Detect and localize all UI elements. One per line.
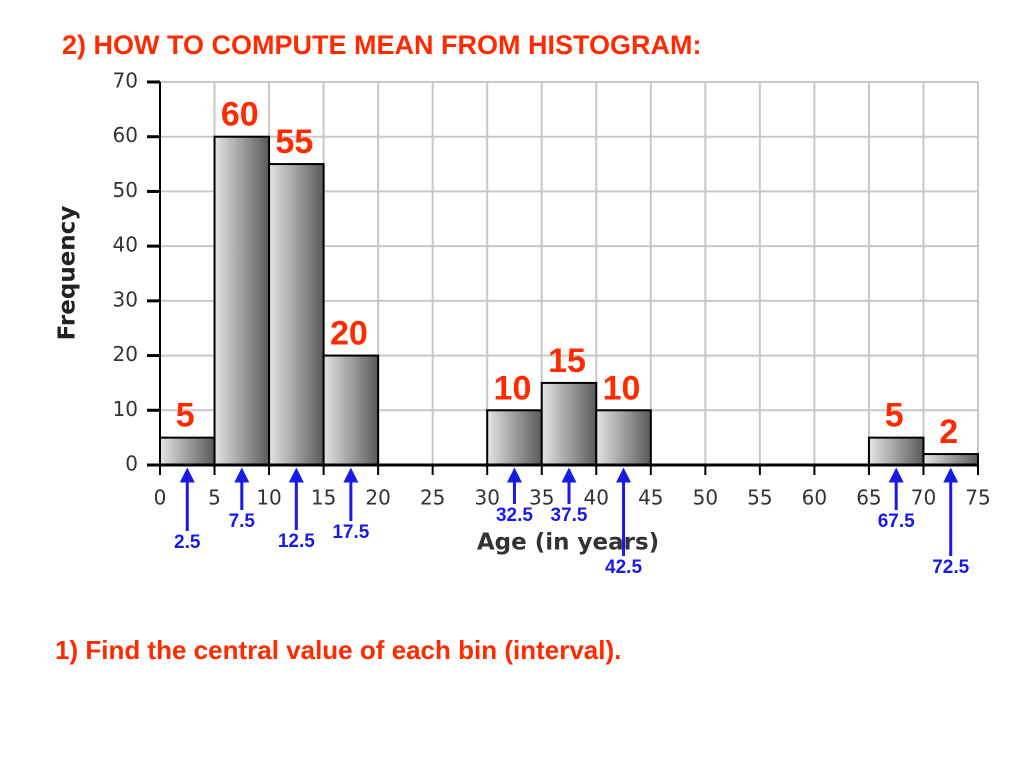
x-tick-label: 40	[584, 486, 609, 510]
midpoint-label: 72.5	[932, 557, 969, 578]
x-tick-label: 30	[474, 486, 499, 510]
midpoint-label: 42.5	[605, 557, 642, 578]
data-label: 2	[939, 413, 958, 451]
x-tick-label: 65	[856, 486, 881, 510]
x-tick-label: 70	[911, 486, 936, 510]
bar	[867, 436, 925, 466]
y-tick-label: 20	[113, 342, 138, 366]
x-tick-label: 45	[638, 486, 663, 510]
y-tick-label: 40	[113, 233, 138, 257]
x-tick-label: 55	[747, 486, 772, 510]
x-tick-label: 5	[208, 486, 221, 510]
y-tick-label: 60	[113, 123, 138, 147]
y-axis-label: Frequency	[55, 206, 81, 341]
midpoint-label: 12.5	[278, 531, 315, 552]
x-tick-label: 25	[420, 486, 445, 510]
midpoint-label: 2.5	[174, 532, 201, 553]
bar	[595, 409, 652, 466]
midpoint-label: 17.5	[332, 522, 369, 543]
bar	[922, 453, 980, 466]
midpoint-label: 7.5	[229, 511, 256, 532]
title: 2) HOW TO COMPUTE MEAN FROM HISTOGRAM:	[62, 30, 701, 60]
data-label: 5	[885, 397, 904, 435]
data-label: 20	[330, 315, 368, 353]
data-label: 60	[221, 96, 259, 134]
bar	[486, 409, 543, 466]
x-tick-label: 15	[311, 486, 336, 510]
x-tick-label: 0	[154, 486, 167, 510]
bar	[159, 436, 216, 466]
data-label: 10	[603, 369, 641, 407]
note: 1) Find the central value of each bin (i…	[55, 635, 621, 665]
x-tick-label: 35	[529, 486, 554, 510]
bar	[268, 163, 325, 466]
bar	[540, 381, 598, 466]
x-tick-label: 20	[365, 486, 390, 510]
x-tick-label: 75	[965, 486, 990, 510]
data-label: 10	[494, 369, 532, 407]
y-tick-label: 50	[113, 178, 138, 202]
bar	[322, 354, 380, 467]
data-label: 5	[176, 397, 195, 435]
data-label: 15	[548, 342, 586, 380]
x-tick-label: 10	[256, 486, 281, 510]
y-tick-label: 70	[113, 69, 138, 93]
midpoint-label: 67.5	[878, 511, 915, 532]
midpoint-label: 32.5	[496, 505, 533, 526]
x-tick-label: 50	[693, 486, 718, 510]
x-tick-label: 60	[802, 486, 827, 510]
bar	[213, 135, 271, 466]
midpoint-label: 37.5	[551, 505, 588, 526]
data-label: 55	[275, 123, 313, 161]
y-tick-label: 0	[125, 452, 138, 476]
x-axis-label: Age (in years)	[477, 530, 659, 556]
y-tick-label: 30	[113, 287, 138, 311]
y-tick-label: 10	[113, 397, 138, 421]
